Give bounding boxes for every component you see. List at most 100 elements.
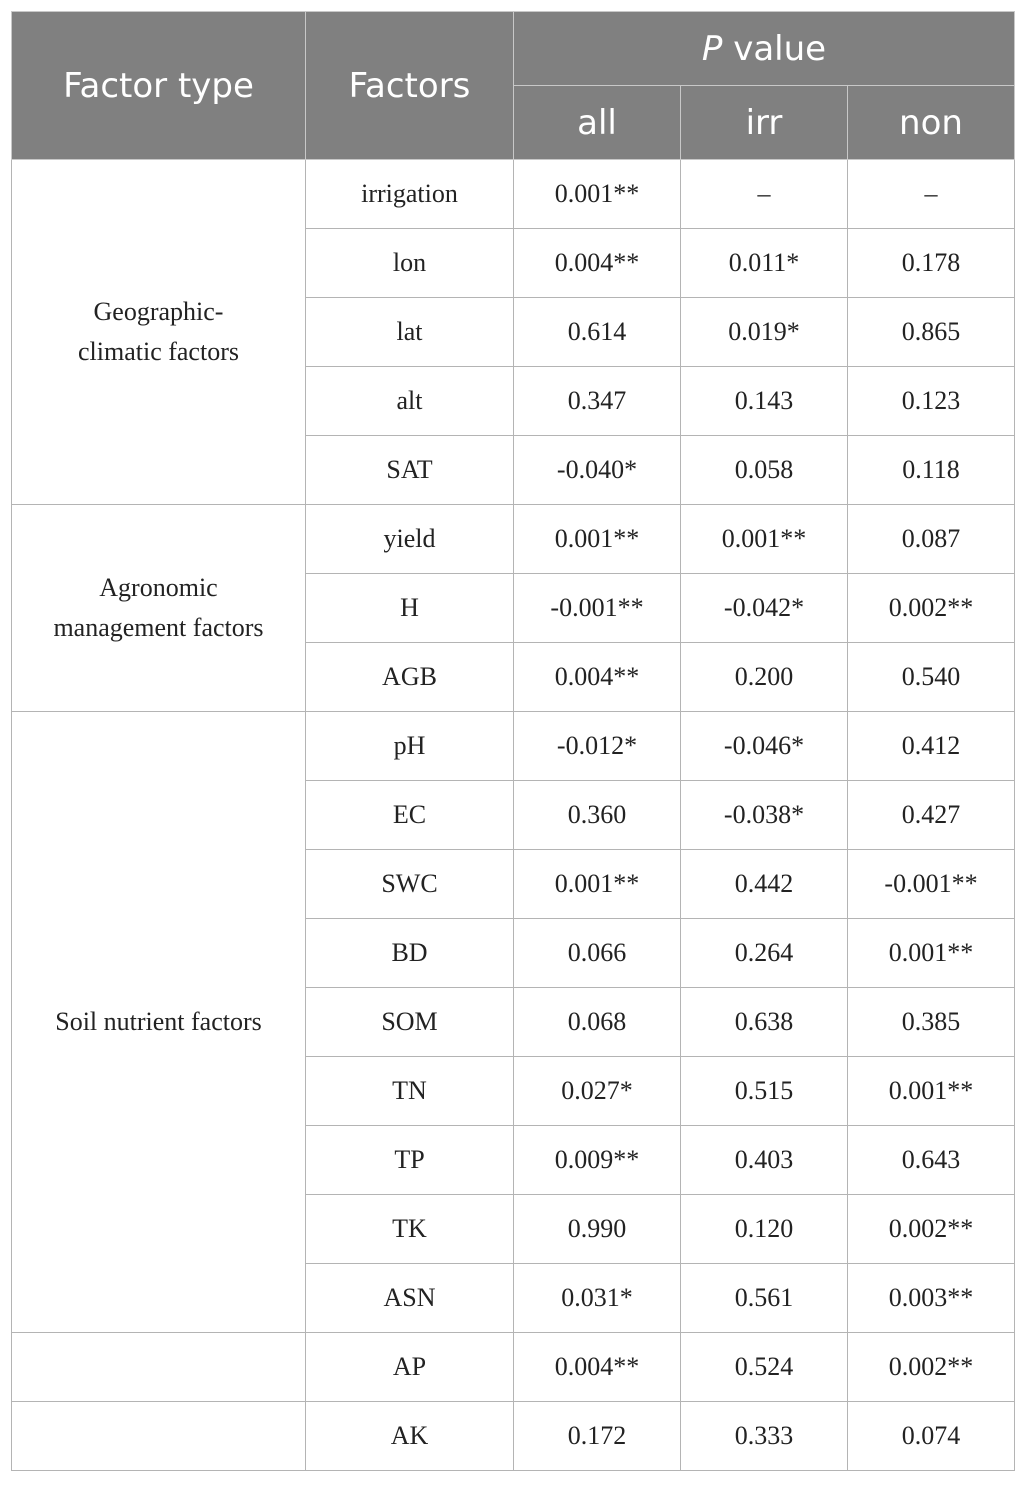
p-value-cell-all: 0.172	[513, 1401, 681, 1471]
table-row: Agronomic management factors yield 0.001** 0…	[11, 504, 1015, 712]
p-value-cell-irr: 0.403	[680, 1125, 848, 1195]
p-value-cell-irr: 0.001**	[680, 504, 848, 574]
table-row: SWC 0.001** 0.442 -0.001**	[12, 849, 1015, 919]
p-value-cell-non: 0.001**	[847, 918, 1015, 988]
table-row: Soil nutrient factors pH -0.012* -0.046* 0.4…	[11, 711, 1015, 1333]
table-row: TN 0.027* 0.515 0.001**	[12, 1056, 1015, 1126]
factor-name-cell: TK	[305, 1194, 514, 1264]
table-row: AP 0.004** 0.524 0.002**	[11, 1332, 1015, 1402]
p-value-cell-all: 0.614	[513, 297, 681, 367]
table-row: AGB 0.004** 0.200 0.540	[12, 642, 1015, 712]
p-value-cell-irr: 0.442	[680, 849, 848, 919]
p-value-cell-non: –	[847, 159, 1015, 229]
factor-name-cell: AK	[305, 1401, 514, 1471]
p-value-cell-irr: 0.264	[680, 918, 848, 988]
header-p-rest: value	[722, 28, 827, 69]
table-row: H -0.001** -0.042* 0.002**	[12, 573, 1015, 643]
table-row: EC 0.360 -0.038* 0.427	[12, 780, 1015, 850]
p-value-cell-irr: 0.011*	[680, 228, 848, 298]
p-value-cell-non: 0.118	[847, 435, 1015, 505]
p-value-cell-non: 0.001**	[847, 1056, 1015, 1126]
p-value-cell-irr: -0.046*	[680, 711, 848, 781]
p-value-cell-all: 0.001**	[513, 159, 681, 229]
p-value-cell-non: 0.412	[847, 711, 1015, 781]
p-value-cell-all: -0.001**	[513, 573, 681, 643]
p-value-cell-irr: 0.561	[680, 1263, 848, 1333]
factor-name-cell: SWC	[305, 849, 514, 919]
p-value-cell-all: 0.360	[513, 780, 681, 850]
factor-name-cell: EC	[305, 780, 514, 850]
p-value-cell-all: 0.068	[513, 987, 681, 1057]
table-row: TP 0.009** 0.403 0.643	[12, 1125, 1015, 1195]
table-row: AK 0.172 0.333 0.074	[11, 1401, 1015, 1471]
p-value-cell-non: 0.003**	[847, 1263, 1015, 1333]
table-row: ASN 0.031* 0.561 0.003**	[12, 1263, 1015, 1333]
p-value-cell-irr: 0.058	[680, 435, 848, 505]
factor-name-cell: irrigation	[305, 159, 514, 229]
factor-name-cell: BD	[305, 918, 514, 988]
factor-type-cell	[11, 1332, 306, 1402]
table-row: BD 0.066 0.264 0.001**	[12, 918, 1015, 988]
p-value-cell-all: 0.004**	[513, 642, 681, 712]
p-value-cell-non: 0.002**	[847, 1332, 1015, 1402]
p-value-cell-all: 0.027*	[513, 1056, 681, 1126]
p-value-cell-non: 0.865	[847, 297, 1015, 367]
p-value-cell-non: 0.002**	[847, 1194, 1015, 1264]
factor-name-cell: AGB	[305, 642, 514, 712]
factor-name-cell: ASN	[305, 1263, 514, 1333]
p-value-cell-non: 0.178	[847, 228, 1015, 298]
p-value-cell-all: 0.001**	[513, 504, 681, 574]
p-value-cell-irr: 0.638	[680, 987, 848, 1057]
p-value-cell-irr: 0.019*	[680, 297, 848, 367]
header-factors: Factors	[305, 11, 514, 160]
p-value-cell-non: -0.001**	[847, 849, 1015, 919]
p-value-cell-non: 0.540	[847, 642, 1015, 712]
factor-name-cell: TP	[305, 1125, 514, 1195]
p-value-cell-irr: -0.038*	[680, 780, 848, 850]
header-factor-type: Factor type	[11, 11, 306, 160]
factor-type-cell: Geographic-climatic factors	[11, 159, 306, 505]
p-value-cell-non: 0.427	[847, 780, 1015, 850]
header-group-all: all	[513, 85, 681, 160]
factor-name-cell: TN	[305, 1056, 514, 1126]
p-value-cell-all: 0.031*	[513, 1263, 681, 1333]
header-group-non: non	[847, 85, 1015, 160]
factor-name-cell: SAT	[305, 435, 514, 505]
p-value-cell-all: 0.066	[513, 918, 681, 988]
table-row: Geographic-climatic factors irrigation 0.0…	[11, 159, 1015, 505]
p-value-cell-all: 0.990	[513, 1194, 681, 1264]
p-value-cell-irr: 0.333	[680, 1401, 848, 1471]
table-row: TK 0.990 0.120 0.002**	[12, 1194, 1015, 1264]
factor-type-cell: Soil nutrient factors	[11, 711, 306, 1333]
table-row: lon 0.004** 0.011* 0.178	[12, 228, 1015, 298]
factor-name-cell: pH	[305, 711, 514, 781]
p-value-cell-irr: –	[680, 159, 848, 229]
factor-name-cell: yield	[305, 504, 514, 574]
p-value-cell-non: 0.643	[847, 1125, 1015, 1195]
p-value-cell-irr: 0.200	[680, 642, 848, 712]
p-value-cell-all: -0.012*	[513, 711, 681, 781]
p-value-cell-non: 0.123	[847, 366, 1015, 436]
factor-type-cell	[11, 1401, 306, 1471]
p-value-cell-irr: -0.042*	[680, 573, 848, 643]
p-value-cell-all: 0.004**	[513, 228, 681, 298]
factor-name-cell: AP	[305, 1332, 514, 1402]
p-value-cell-all: 0.009**	[513, 1125, 681, 1195]
factor-name-cell: SOM	[305, 987, 514, 1057]
factor-name-cell: H	[305, 573, 514, 643]
factor-type-cell: Agronomic management factors	[11, 504, 306, 712]
p-value-table: Factor type Factors P value all irr non …	[11, 11, 1015, 1471]
factor-name-cell: lat	[305, 297, 514, 367]
p-value-cell-all: -0.040*	[513, 435, 681, 505]
header-p-value: P value	[513, 11, 1015, 86]
p-value-cell-irr: 0.524	[680, 1332, 848, 1402]
header-p-letter: P	[701, 28, 723, 69]
p-value-cell-irr: 0.515	[680, 1056, 848, 1126]
p-value-cell-all: 0.001**	[513, 849, 681, 919]
table-row: SOM 0.068 0.638 0.385	[12, 987, 1015, 1057]
p-value-cell-all: 0.347	[513, 366, 681, 436]
table-row: lat 0.614 0.019* 0.865	[12, 297, 1015, 367]
p-value-cell-non: 0.074	[847, 1401, 1015, 1471]
p-value-cell-all: 0.004**	[513, 1332, 681, 1402]
factor-name-cell: lon	[305, 228, 514, 298]
